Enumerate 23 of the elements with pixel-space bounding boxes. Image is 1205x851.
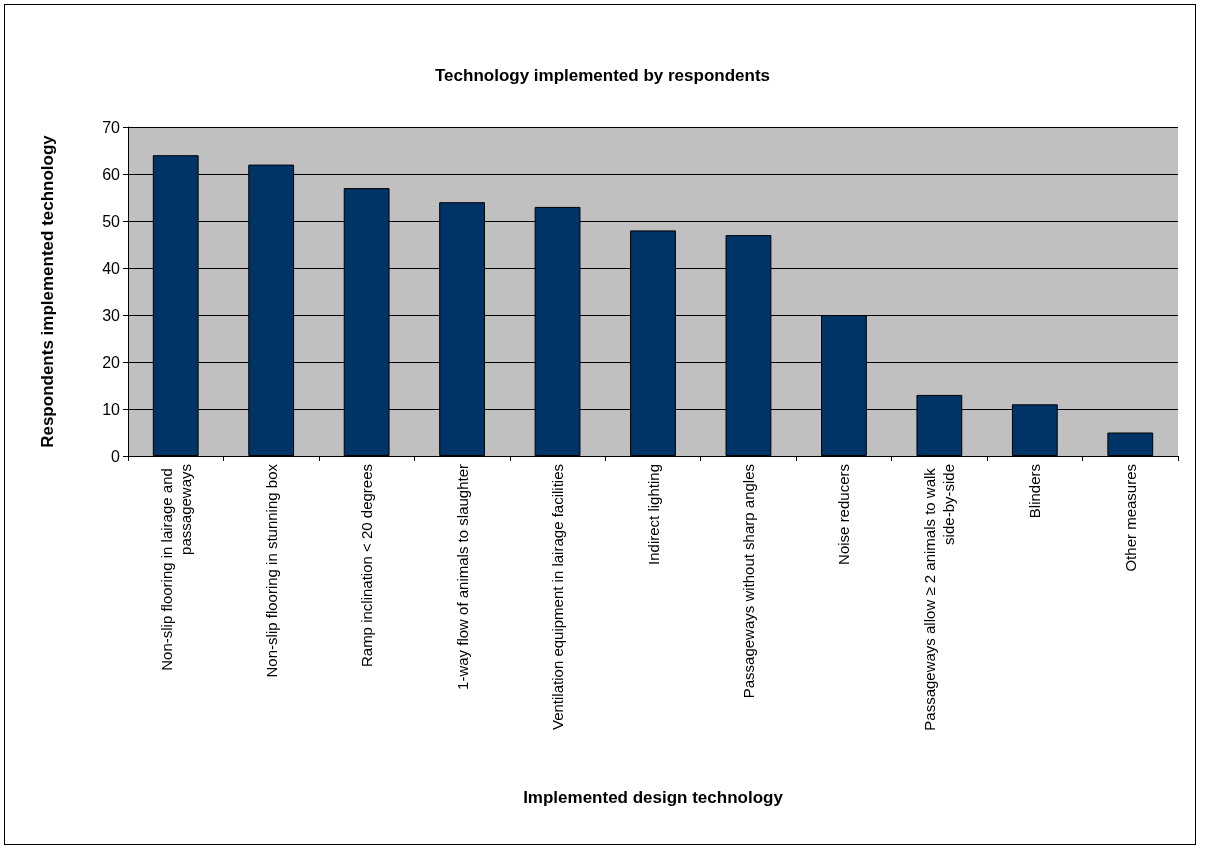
- x-tick-label: Passageways without sharp angles: [739, 464, 757, 699]
- x-tick-label: Ventilation equipment in lairage facilities: [549, 464, 567, 730]
- x-axis-title: Implemented design technology: [523, 788, 784, 807]
- x-tick-label: Non-slip flooring in lairage and passageways: [157, 464, 194, 671]
- chart-title: Technology implemented by respondents: [434, 66, 771, 85]
- x-tick-label: Indirect lighting: [644, 464, 662, 565]
- x-tick-label: Ramp inclination < 20 degrees: [358, 464, 376, 668]
- x-tick-label: Other measures: [1121, 464, 1139, 572]
- y-tick-label: 30: [102, 306, 121, 324]
- x-tick-label: Passageways allow ≥ 2 animals to walk side-by-side: [921, 464, 958, 731]
- y-tick-label: 10: [102, 400, 121, 418]
- bar: [1107, 432, 1154, 456]
- y-tick-label: 70: [102, 118, 121, 136]
- y-tick-label: 0: [111, 447, 121, 465]
- y-axis-title: Respondents implemented technology: [38, 134, 57, 448]
- x-tick-label: Noise reducers: [835, 464, 853, 565]
- y-tick-label: 50: [102, 212, 121, 230]
- y-tick-label: 60: [102, 165, 121, 183]
- x-tick-label: Blinders: [1026, 464, 1044, 519]
- x-tick-label: Non-slip flooring in stunning box: [262, 463, 280, 678]
- y-tick-label: 40: [102, 259, 121, 277]
- y-tick-label: 20: [102, 353, 121, 371]
- x-tick-label: 1-way flow of animals to slaughter: [453, 464, 471, 690]
